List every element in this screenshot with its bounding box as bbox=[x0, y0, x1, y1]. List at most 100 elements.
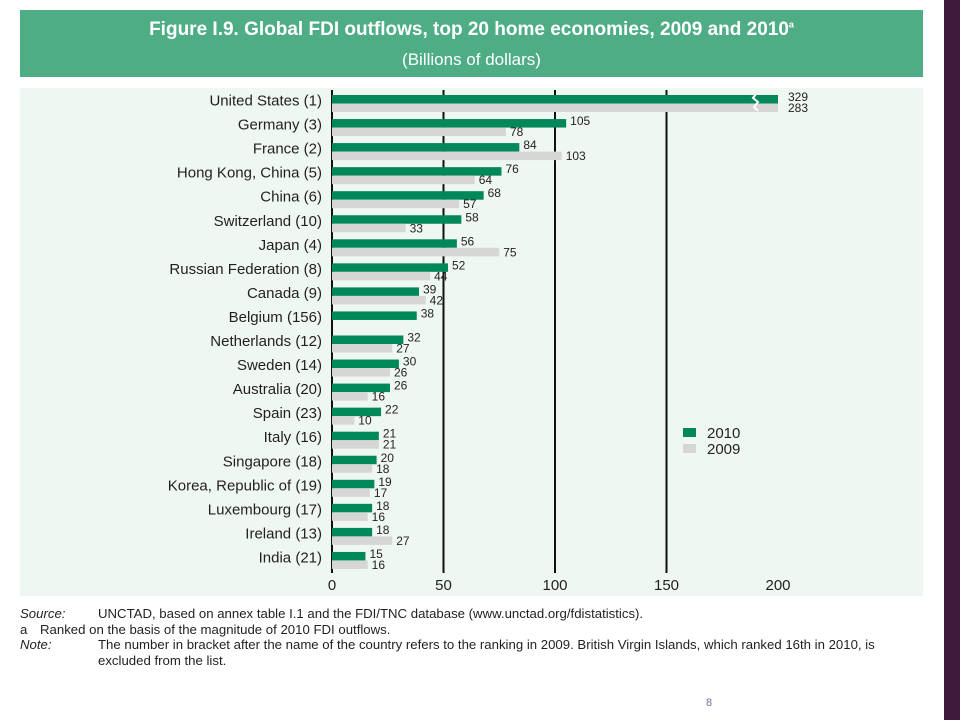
bar-2009 bbox=[332, 247, 500, 257]
bar-2009 bbox=[332, 103, 778, 112]
data-label-2010: 30 bbox=[403, 355, 417, 369]
category-label: Netherlands (12) bbox=[210, 333, 322, 350]
data-label-2010: 22 bbox=[385, 403, 399, 417]
data-label-2010: 18 bbox=[376, 499, 390, 513]
category-label: Luxembourg (17) bbox=[208, 501, 322, 518]
data-label-2009: 16 bbox=[372, 510, 386, 524]
bar-2009 bbox=[332, 199, 460, 209]
category-label: Korea, Republic of (19) bbox=[168, 477, 322, 494]
data-label-2009: 75 bbox=[503, 245, 517, 259]
data-label-2009: 42 bbox=[430, 293, 444, 307]
data-label-2009: 44 bbox=[434, 269, 448, 283]
bar-2010 bbox=[332, 95, 778, 104]
bar-2010 bbox=[332, 311, 417, 320]
bar-2010 bbox=[332, 359, 399, 369]
category-label: Belgium (156) bbox=[229, 309, 322, 326]
category-label: Australia (20) bbox=[233, 381, 322, 398]
bar-2009 bbox=[332, 536, 393, 545]
bar-2010 bbox=[332, 455, 377, 465]
notes: Source: UNCTAD, based on annex table I.1… bbox=[20, 606, 930, 668]
data-label-2010: 38 bbox=[421, 306, 435, 320]
bar-2009 bbox=[332, 151, 562, 161]
bar-2010 bbox=[332, 551, 366, 561]
category-label: India (21) bbox=[259, 549, 322, 566]
category-label: France (2) bbox=[253, 141, 322, 158]
data-label-2009: 16 bbox=[372, 558, 386, 572]
category-label: Switzerland (10) bbox=[214, 213, 322, 230]
data-label-2009: 27 bbox=[396, 534, 410, 548]
data-label-2010: 52 bbox=[452, 258, 466, 272]
title-banner: Figure I.9. Global FDI outflows, top 20 … bbox=[20, 10, 923, 77]
bar-2010 bbox=[332, 287, 419, 296]
bar-2009 bbox=[332, 223, 406, 233]
data-label-2010: 329 bbox=[788, 90, 808, 104]
figure-subtitle: (Billions of dollars) bbox=[402, 50, 541, 69]
category-label: Italy (16) bbox=[264, 429, 322, 446]
bar-2010 bbox=[332, 407, 382, 417]
data-label-2009: 18 bbox=[376, 462, 390, 476]
category-label: Germany (3) bbox=[238, 117, 322, 134]
category-label: China (6) bbox=[260, 189, 322, 206]
data-label-2010: 58 bbox=[465, 210, 479, 224]
data-label-2010: 39 bbox=[423, 282, 437, 296]
category-label: Spain (23) bbox=[253, 405, 322, 422]
category-label: Ireland (13) bbox=[245, 525, 322, 542]
note: Note: The number in bracket after the na… bbox=[20, 637, 930, 668]
data-label-2009: 26 bbox=[394, 366, 408, 380]
legend-swatch-2009 bbox=[683, 444, 696, 453]
data-label-2010: 21 bbox=[383, 427, 397, 441]
category-label: United States (1) bbox=[209, 93, 322, 110]
note-key: Note: bbox=[20, 637, 52, 652]
x-tick-label: 50 bbox=[435, 577, 452, 594]
data-label-2009: 283 bbox=[788, 101, 808, 115]
source-key: Source: bbox=[20, 606, 66, 621]
bar-2009 bbox=[332, 464, 373, 473]
legend-label-2010: 2010 bbox=[707, 425, 740, 442]
bar-2010 bbox=[332, 239, 457, 248]
footnote-a-text: Ranked on the basis of the magnitude of … bbox=[40, 621, 391, 637]
bar-2009 bbox=[332, 295, 426, 305]
x-tick-label: 0 bbox=[328, 577, 336, 594]
category-label: Russian Federation (8) bbox=[169, 261, 322, 278]
data-label-2009: 78 bbox=[510, 125, 524, 139]
bar-2010 bbox=[332, 479, 375, 489]
bar-2010 bbox=[332, 167, 502, 176]
data-label-2010: 19 bbox=[378, 475, 392, 489]
category-label: Singapore (18) bbox=[223, 453, 322, 470]
x-tick-label: 200 bbox=[765, 577, 790, 594]
bar-2009 bbox=[332, 127, 506, 137]
category-label: Japan (4) bbox=[259, 237, 322, 254]
x-tick-label: 100 bbox=[542, 577, 567, 594]
bar-2009 bbox=[332, 512, 368, 521]
data-label-2009: 57 bbox=[463, 197, 477, 211]
data-label-2010: 18 bbox=[376, 523, 390, 537]
bar-2009 bbox=[332, 392, 368, 401]
data-label-2010: 20 bbox=[381, 451, 395, 465]
data-label-2009: 17 bbox=[374, 486, 388, 500]
footnote-a-key: a bbox=[20, 621, 28, 637]
source-text: UNCTAD, based on annex table I.1 and the… bbox=[98, 606, 644, 621]
x-tick-label: 150 bbox=[654, 577, 679, 594]
data-label-2009: 64 bbox=[479, 173, 493, 187]
data-label-2010: 32 bbox=[407, 331, 421, 345]
data-label-2010: 15 bbox=[369, 547, 383, 561]
bar-2010 bbox=[332, 215, 462, 224]
legend-swatch-2010 bbox=[683, 428, 696, 437]
category-label: Hong Kong, China (5) bbox=[177, 165, 322, 182]
data-label-2009: 27 bbox=[396, 342, 410, 356]
bar-2010 bbox=[332, 119, 567, 128]
data-label-2010: 84 bbox=[523, 138, 537, 152]
footnote-a: a Ranked on the basis of the magnitude o… bbox=[20, 622, 930, 638]
category-label: Canada (9) bbox=[247, 285, 322, 302]
data-label-2010: 105 bbox=[570, 114, 590, 128]
figure-title: Figure I.9. Global FDI outflows, top 20 … bbox=[20, 19, 923, 41]
bar-2010 bbox=[332, 335, 404, 344]
data-label-2009: 33 bbox=[410, 221, 424, 235]
bar-2010 bbox=[332, 431, 379, 441]
data-label-2009: 10 bbox=[358, 414, 372, 428]
bar-2009 bbox=[332, 416, 355, 425]
title-footnote-marker: a bbox=[788, 19, 794, 30]
data-label-2010: 76 bbox=[505, 162, 519, 176]
bar-2010 bbox=[332, 143, 520, 152]
